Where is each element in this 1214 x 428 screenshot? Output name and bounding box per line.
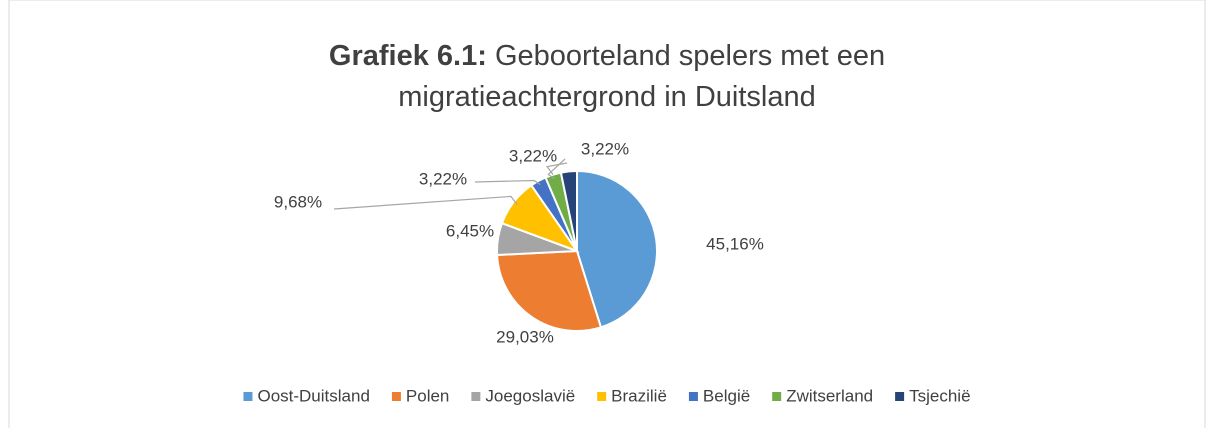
pie-slice [576,169,658,329]
data-label: 3,22% [581,139,629,158]
data-label: 29,03% [496,327,554,346]
legend-label: Joegoslavië [485,386,575,405]
legend-label: Polen [406,386,449,405]
title-prefix: Grafiek 6.1: [329,40,487,72]
leader-line [546,162,568,176]
legend: Oost-Duitsland Polen Joegoslavië Brazilië Be… [243,386,971,405]
legend-swatch [688,392,698,401]
title-line-2: migratieachtergrond in Duitsland [398,81,816,113]
legend-label: Oost-Duitsland [257,386,369,405]
data-label: 3,22% [509,146,557,165]
pie-slice [559,169,578,252]
legend-label: Brazilië [611,386,667,405]
legend-swatch [243,392,253,401]
data-label: 3,22% [419,169,467,188]
data-label: 45,16% [706,234,764,253]
leader-line [474,179,541,186]
legend-label: België [703,386,750,405]
legend-swatch [597,392,607,401]
legend-swatch [391,392,401,401]
title-line-1: Geboorteland spelers met een [495,40,885,72]
legend-swatch [895,392,905,401]
data-label: 6,45% [446,221,494,240]
leader-line [333,195,518,210]
chart-title: Grafiek 6.1: Geboorteland spelers met ee… [329,40,885,113]
data-label: 9,68% [274,192,322,211]
legend-label: Zwitserland [786,386,873,405]
legend-label: Tsjechië [909,386,970,405]
legend-swatch [772,392,782,401]
pie-slice [496,249,603,332]
legend-swatch [471,392,481,401]
